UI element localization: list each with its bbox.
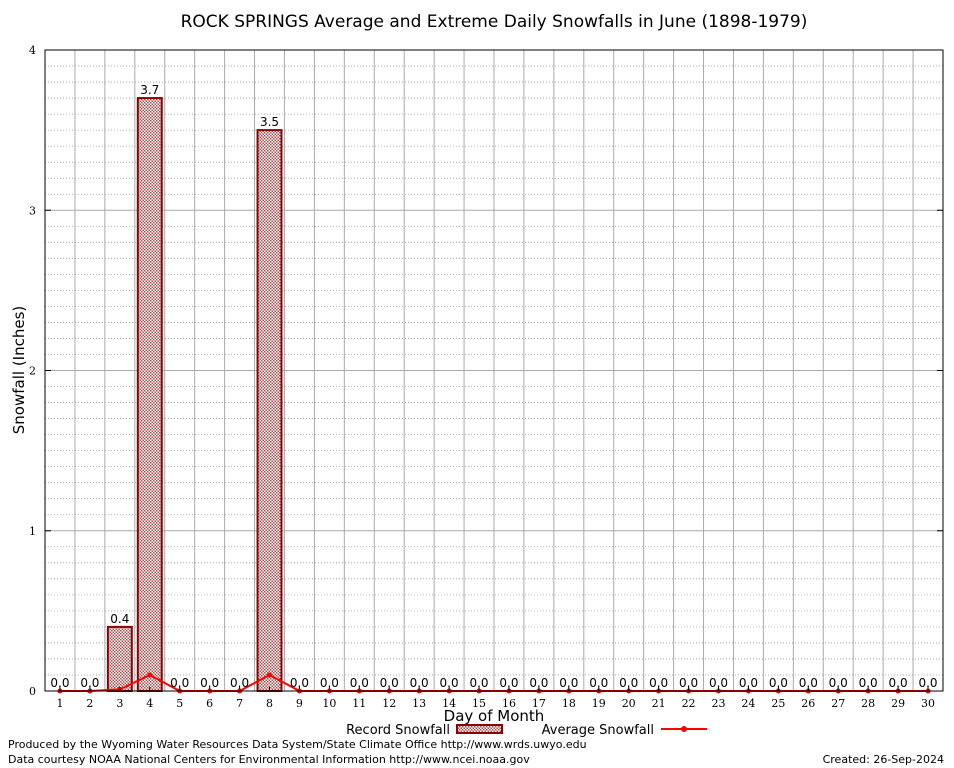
x-tick-label: 27: [831, 697, 845, 710]
data-label: 0.0: [859, 676, 878, 690]
x-tick-label: 13: [412, 697, 426, 710]
x-tick-label: 17: [532, 697, 546, 710]
average-point: [147, 672, 153, 678]
data-label: 0.0: [829, 676, 848, 690]
footer-created-date: Created: 26-Sep-2024: [822, 753, 944, 766]
data-label: 0.0: [230, 676, 249, 690]
data-label: 0.0: [619, 676, 638, 690]
x-tick-label: 2: [86, 697, 93, 710]
data-label: 0.0: [679, 676, 698, 690]
data-label: 0.0: [918, 676, 937, 690]
y-tick-label: 1: [29, 525, 36, 538]
axes: [44, 49, 944, 692]
data-label: 0.0: [739, 676, 758, 690]
data-label: 0.0: [290, 676, 309, 690]
x-tick-label: 15: [472, 697, 486, 710]
x-tick-label: 23: [712, 697, 726, 710]
data-label: 0.0: [499, 676, 518, 690]
x-tick-label: 30: [921, 697, 935, 710]
y-tick-label: 4: [29, 44, 36, 57]
legend-record-label: Record Snowfall: [346, 723, 450, 738]
data-label: 0.0: [529, 676, 548, 690]
data-label: 0.0: [80, 676, 99, 690]
data-label: 0.0: [200, 676, 219, 690]
y-tick-label: 2: [29, 365, 36, 378]
x-tick-label: 8: [266, 697, 273, 710]
x-tick-label: 16: [502, 697, 516, 710]
x-tick-label: 21: [652, 697, 666, 710]
x-tick-label: 10: [322, 697, 336, 710]
data-label: 0.4: [110, 612, 129, 626]
data-label: 0.0: [889, 676, 908, 690]
data-label: 0.0: [50, 676, 69, 690]
x-tick-label: 22: [682, 697, 696, 710]
data-label: 0.0: [380, 676, 399, 690]
x-tick-label: 7: [236, 697, 243, 710]
record-bar: [136, 97, 163, 692]
x-tick-label: 5: [176, 697, 183, 710]
x-tick-label: 9: [296, 697, 303, 710]
x-tick-label: 3: [116, 697, 123, 710]
x-tick-label: 29: [891, 697, 905, 710]
data-label: 0.0: [469, 676, 488, 690]
x-tick-label: 28: [861, 697, 875, 710]
legend-average-marker: [681, 726, 687, 732]
data-label: 0.0: [799, 676, 818, 690]
y-tick-label: 3: [29, 204, 36, 217]
data-label: 0.0: [320, 676, 339, 690]
x-axis-label: Day of Month: [444, 707, 545, 725]
data-label: 0.0: [649, 676, 668, 690]
data-label: 0.0: [350, 676, 369, 690]
x-tick-label: 26: [801, 697, 815, 710]
chart-title: ROCK SPRINGS Average and Extreme Daily S…: [181, 12, 808, 32]
x-tick-label: 18: [562, 697, 576, 710]
data-labels: 0.0 0.0 0.4 3.7 0.0 0.0 0.0 3.5 0.0 0.0 0.0 0.0 0.0 0…: [50, 83, 937, 690]
data-label: 3.5: [260, 115, 279, 129]
y-axis-label: Snowfall (Inches): [10, 306, 28, 434]
x-tick-label: 24: [741, 697, 755, 710]
x-tick-label: 25: [771, 697, 785, 710]
x-tick-label: 6: [206, 697, 213, 710]
data-label: 0.0: [769, 676, 788, 690]
x-tick-label: 20: [622, 697, 636, 710]
x-tick-label: 4: [146, 697, 153, 710]
y-tick-label: 0: [29, 685, 36, 698]
data-label: 0.0: [709, 676, 728, 690]
average-point: [267, 672, 272, 678]
grid: [45, 50, 943, 691]
legend-average-label: Average Snowfall: [542, 723, 654, 738]
footer-data-courtesy: Data courtesy NOAA National Centers for …: [8, 753, 530, 766]
data-label: 0.0: [410, 676, 429, 690]
data-label: 0.0: [440, 676, 459, 690]
record-bar: [106, 625, 133, 693]
x-tick-label: 11: [352, 697, 366, 710]
record-bar: [256, 129, 283, 692]
data-label: 3.7: [140, 83, 159, 97]
data-label: 0.0: [170, 676, 189, 690]
legend-record-swatch: [456, 724, 503, 734]
x-tick-label: 12: [382, 697, 396, 710]
legend: Record Snowfall Average Snowfall: [346, 723, 707, 738]
data-label: 0.0: [559, 676, 578, 690]
footer-produced-by: Produced by the Wyoming Water Resources …: [8, 738, 587, 751]
x-tick-label: 19: [592, 697, 606, 710]
data-label: 0.0: [589, 676, 608, 690]
x-tick-label: 14: [442, 697, 456, 710]
x-tick-label: 1: [56, 697, 63, 710]
